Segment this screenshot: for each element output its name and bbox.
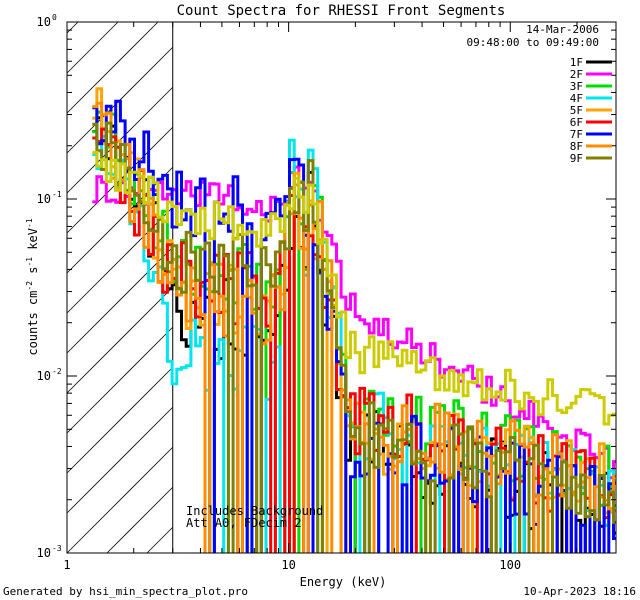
axes [66, 21, 617, 554]
legend-label: 3F [570, 80, 583, 93]
hatch-line [66, 406, 174, 514]
annotation-background: Includes Background [186, 504, 323, 518]
series-lines [92, 87, 616, 553]
x-tick-label: 100 [499, 558, 521, 572]
legend-label: 2F [570, 68, 583, 81]
x-tick-label: 1 [63, 558, 70, 572]
legend-date: 14-Mar-2006 [526, 23, 599, 36]
legend-label: 6F [570, 116, 583, 129]
hatch-line [146, 526, 174, 554]
y-tick-label-exponent: -2 [52, 367, 62, 376]
legend-label: 5F [570, 104, 583, 117]
hatch-line [66, 21, 79, 34]
y-tick-label: 10 [37, 192, 51, 206]
series-line-extra [92, 150, 616, 426]
hatch-line [66, 286, 174, 394]
footer-date: 10-Apr-2023 18:16 [523, 585, 636, 598]
hatch-line [66, 366, 174, 474]
x-tick-label: 10 [281, 558, 295, 572]
legend-label: 1F [570, 56, 583, 69]
legend-time-range: 09:48:00 to 09:49:00 [467, 36, 599, 49]
annotation-attenuator: Att A0, FDecim 2 [186, 516, 302, 530]
hatch-line [66, 246, 174, 354]
hatch-line [106, 486, 174, 554]
chart-title: Count Spectra for RHESSI Front Segments [177, 3, 506, 19]
series-line-9F [92, 121, 616, 553]
legend-label: 8F [570, 140, 583, 153]
y-tick-label: 10 [37, 15, 51, 29]
y-axis-label: counts cm-2 s-1 keV-1 [25, 218, 40, 355]
x-axis-label: Energy (keV) [300, 575, 387, 589]
hatch-line [66, 166, 174, 274]
hatch-line [66, 21, 119, 74]
legend-label: 4F [570, 92, 583, 105]
y-tick-label-exponent: -3 [52, 544, 62, 553]
hatch-line [66, 206, 174, 314]
footer-generated: Generated by hsi_min_spectra_plot.pro [3, 585, 248, 598]
plot-frame [66, 21, 617, 554]
legend: 14-Mar-2006 09:48:00 to 09:49:00 1F2F3F4… [467, 23, 612, 165]
hatch-line [66, 446, 174, 554]
y-tick-label: 10 [37, 369, 51, 383]
legend-label: 7F [570, 128, 583, 141]
hatch-line [66, 21, 159, 114]
hatch-line [66, 326, 174, 434]
legend-label: 9F [570, 152, 583, 165]
y-tick-label: 10 [37, 546, 51, 560]
y-tick-label-exponent: -1 [52, 190, 62, 199]
y-tick-label-exponent: 0 [52, 13, 57, 22]
